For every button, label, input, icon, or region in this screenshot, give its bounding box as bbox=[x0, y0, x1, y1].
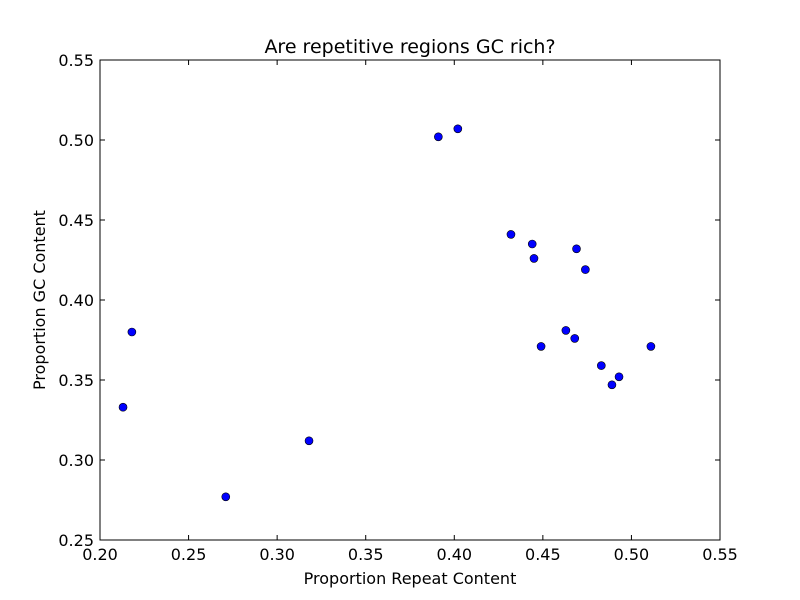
data-point bbox=[646, 342, 656, 351]
plot-area-frame bbox=[99, 59, 721, 541]
data-point bbox=[221, 492, 231, 502]
data-point bbox=[506, 230, 516, 239]
y-axis-ticks: 0.25 0.30 0.35 0.40 0.45 0.50 0.55 bbox=[58, 51, 720, 550]
data-point bbox=[561, 326, 571, 335]
data-point bbox=[570, 334, 580, 343]
data-points bbox=[118, 124, 656, 502]
x-tick-label: 0.35 bbox=[348, 545, 384, 564]
y-tick-label: 0.50 bbox=[58, 131, 94, 150]
data-point bbox=[118, 402, 128, 412]
data-point bbox=[581, 265, 590, 274]
x-axis-ticks: 0.20 0.25 0.30 0.35 0.40 0.45 0.50 0.55 bbox=[82, 60, 738, 564]
data-point bbox=[607, 380, 617, 390]
x-axis-label: Proportion Repeat Content bbox=[304, 569, 517, 588]
data-point bbox=[453, 124, 463, 134]
x-tick-label: 0.20 bbox=[82, 545, 118, 564]
data-point bbox=[614, 372, 624, 382]
data-point bbox=[127, 327, 137, 337]
data-point bbox=[434, 132, 443, 142]
data-point bbox=[304, 436, 314, 446]
x-tick-label: 0.45 bbox=[525, 545, 561, 564]
x-tick-label: 0.55 bbox=[702, 545, 738, 564]
y-tick-label: 0.35 bbox=[58, 371, 94, 390]
data-point bbox=[597, 361, 606, 370]
x-tick-label: 0.50 bbox=[614, 545, 650, 564]
data-point bbox=[527, 239, 537, 249]
y-tick-label: 0.45 bbox=[58, 211, 94, 230]
chart-title: Are repetitive regions GC rich? bbox=[264, 36, 555, 58]
data-point bbox=[529, 254, 539, 263]
data-point bbox=[572, 244, 581, 254]
y-tick-label: 0.25 bbox=[58, 531, 94, 550]
x-tick-label: 0.40 bbox=[436, 545, 472, 564]
y-tick-label: 0.55 bbox=[58, 51, 94, 70]
data-point bbox=[536, 342, 546, 351]
x-tick-label: 0.25 bbox=[171, 545, 207, 564]
y-tick-label: 0.40 bbox=[58, 291, 94, 310]
y-axis-label: Proportion GC Content bbox=[30, 210, 49, 390]
x-tick-label: 0.30 bbox=[259, 545, 295, 564]
y-tick-label: 0.30 bbox=[58, 451, 94, 470]
